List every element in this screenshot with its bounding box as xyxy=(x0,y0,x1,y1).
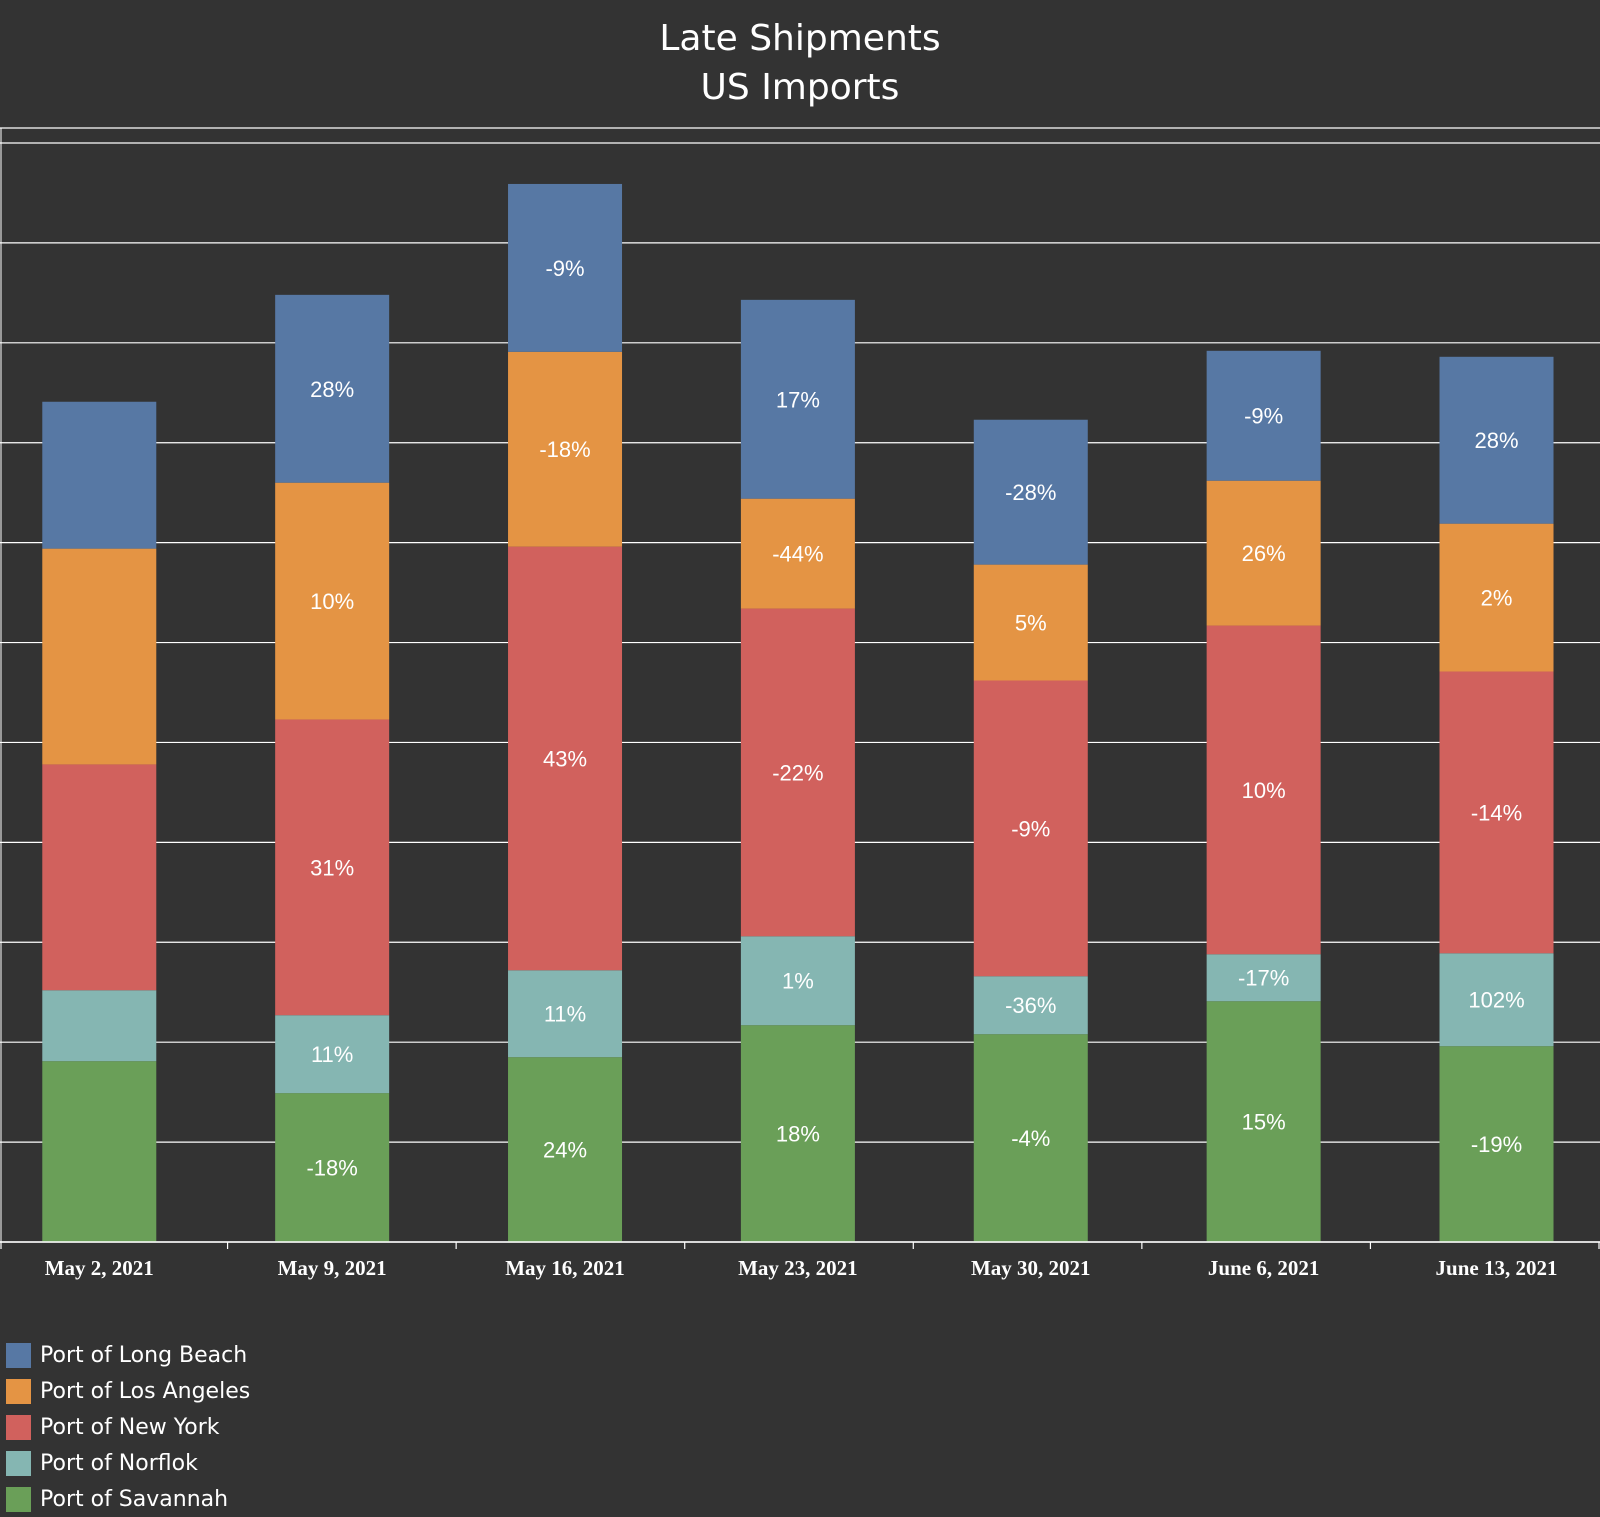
bar-segment xyxy=(275,1015,390,1094)
legend-swatch xyxy=(6,1342,31,1368)
data-label: -4% xyxy=(1011,1126,1050,1151)
bar-segment xyxy=(740,299,855,499)
data-label: -9% xyxy=(1011,816,1050,841)
chart-title-block: Late Shipments US Imports xyxy=(0,14,1600,112)
legend: Port of Long Beach Port of Los Angeles P… xyxy=(6,1337,250,1517)
bar-segment xyxy=(42,764,157,991)
data-label: -19% xyxy=(1471,1132,1522,1157)
bar-segment xyxy=(275,482,390,720)
bar-segment xyxy=(42,990,157,1062)
legend-swatch xyxy=(6,1450,31,1476)
bar-segment xyxy=(740,1025,855,1242)
bar-segment xyxy=(1206,625,1321,955)
data-label: 28% xyxy=(310,377,354,402)
data-label: 26% xyxy=(1242,541,1286,566)
bar-segment xyxy=(508,546,623,971)
x-tick-label: June 13, 2021 xyxy=(1436,1256,1558,1280)
data-label: -22% xyxy=(772,760,823,785)
bar-segment xyxy=(275,294,390,483)
data-label: 2% xyxy=(1481,586,1513,611)
legend-item[interactable]: Port of Savannah xyxy=(6,1481,250,1517)
data-label: -9% xyxy=(545,256,584,281)
legend-label: Port of Los Angeles xyxy=(40,1378,251,1404)
data-label: -18% xyxy=(539,437,590,462)
bar-segment xyxy=(973,419,1088,565)
x-tick-label: May 30, 2021 xyxy=(971,1256,1091,1280)
data-label: 102% xyxy=(1468,988,1524,1013)
x-tick-label: May 16, 2021 xyxy=(505,1256,625,1280)
bar-segment xyxy=(508,351,623,547)
data-label: 10% xyxy=(310,589,354,614)
data-label: 1% xyxy=(782,969,814,994)
bar-segment xyxy=(740,498,855,609)
x-tick-label: May 2, 2021 xyxy=(45,1256,154,1280)
legend-label: Port of Savannah xyxy=(40,1486,229,1512)
data-label: -36% xyxy=(1005,993,1056,1018)
data-label: -44% xyxy=(772,542,823,567)
chart-title: Late Shipments xyxy=(659,18,941,59)
bar-segment xyxy=(508,183,623,352)
legend-swatch xyxy=(6,1414,31,1440)
bar-segment xyxy=(1439,953,1554,1047)
data-label: 11% xyxy=(544,1002,586,1027)
bar-segment xyxy=(1206,954,1321,1002)
legend-label: Port of Norflok xyxy=(40,1450,198,1476)
data-label: -17% xyxy=(1238,966,1289,991)
legend-swatch xyxy=(6,1378,31,1404)
bar-segment xyxy=(1439,523,1554,672)
x-tick-label: June 6, 2021 xyxy=(1208,1256,1319,1280)
legend-label: Port of Long Beach xyxy=(40,1342,248,1368)
bar-segment xyxy=(740,608,855,937)
bar-segment xyxy=(1206,1001,1321,1242)
bar-segment xyxy=(42,1061,157,1242)
bar-segment xyxy=(1206,480,1321,626)
legend-item[interactable]: Port of Los Angeles xyxy=(6,1373,250,1409)
bar-segment xyxy=(973,680,1088,977)
x-tick-label: May 9, 2021 xyxy=(278,1256,387,1280)
legend-item[interactable]: Port of New York xyxy=(6,1409,250,1445)
bar-segment xyxy=(1206,350,1321,481)
bar-segment xyxy=(275,719,390,1016)
legend-label: Port of New York xyxy=(40,1414,220,1440)
x-tick-label: May 23, 2021 xyxy=(738,1256,858,1280)
bar-segment xyxy=(1439,356,1554,524)
legend-item[interactable]: Port of Norflok xyxy=(6,1445,250,1481)
data-label: 43% xyxy=(543,746,587,771)
bar-segment xyxy=(1439,671,1554,954)
legend-item[interactable]: Port of Long Beach xyxy=(6,1337,250,1373)
bar-segment xyxy=(508,970,623,1058)
data-label: -9% xyxy=(1244,404,1283,429)
data-label: 31% xyxy=(310,855,354,880)
legend-swatch xyxy=(6,1486,31,1512)
bar-segment xyxy=(973,976,1088,1035)
data-label: 15% xyxy=(1242,1110,1286,1135)
bar-segment xyxy=(42,548,157,765)
data-label: 5% xyxy=(1015,611,1047,636)
chart-subtitle: US Imports xyxy=(700,67,900,108)
bar-segment xyxy=(508,1057,623,1242)
bar-segment xyxy=(275,1093,390,1242)
data-label: 28% xyxy=(1474,428,1518,453)
data-label: 10% xyxy=(1242,778,1286,803)
data-label: -18% xyxy=(306,1156,357,1181)
bar-segment xyxy=(973,564,1088,681)
data-label: 11% xyxy=(311,1042,353,1067)
data-label: 24% xyxy=(543,1138,587,1163)
bar-segment xyxy=(42,401,157,549)
data-label: 18% xyxy=(776,1122,820,1147)
bar-segment xyxy=(1439,1046,1554,1242)
data-label: 17% xyxy=(776,387,820,412)
bar-segment xyxy=(740,936,855,1026)
data-label: -14% xyxy=(1471,800,1522,825)
data-label: -28% xyxy=(1005,480,1056,505)
bar-segment xyxy=(973,1034,1088,1242)
